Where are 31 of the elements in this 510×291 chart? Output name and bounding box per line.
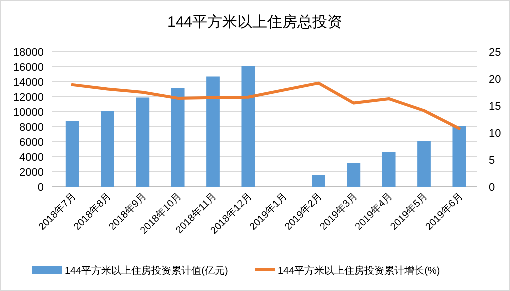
y2-tick-label: 15 [489, 101, 502, 113]
y-tick-label: 4000 [20, 152, 44, 164]
y2-tick-label: 25 [489, 47, 502, 59]
bar [171, 88, 185, 187]
y-tick-label: 2000 [20, 167, 44, 179]
legend-label: 144平方米以上住房投资累计值(亿元) [65, 265, 228, 277]
legend-label: 144平方米以上住房投资累计增长(%) [278, 265, 440, 277]
bar [418, 141, 431, 187]
line-series [71, 82, 461, 130]
bar [136, 98, 150, 187]
bar [347, 163, 361, 187]
bar [312, 175, 326, 187]
y-tick-label: 8000 [20, 122, 44, 134]
y-tick-label: 6000 [20, 137, 44, 149]
y2-tick-label: 5 [489, 155, 496, 167]
y-tick-label: 10000 [13, 107, 44, 119]
bar [206, 76, 220, 187]
y2-tick-label: 20 [489, 74, 502, 86]
y2-tick-label: 10 [489, 128, 502, 140]
bar [452, 126, 466, 187]
bar [382, 152, 396, 187]
y-tick-label: 16000 [13, 62, 44, 74]
y-tick-label: 0 [38, 182, 44, 194]
y-tick-label: 14000 [13, 77, 44, 89]
y2-tick-label: 0 [489, 182, 496, 194]
bar [66, 121, 80, 187]
bar [101, 111, 114, 187]
bar [242, 66, 256, 187]
y-tick-label: 12000 [13, 92, 44, 104]
y-tick-label: 18000 [13, 47, 44, 59]
chart-title: 144平方米以上住房总投资 [167, 14, 343, 31]
